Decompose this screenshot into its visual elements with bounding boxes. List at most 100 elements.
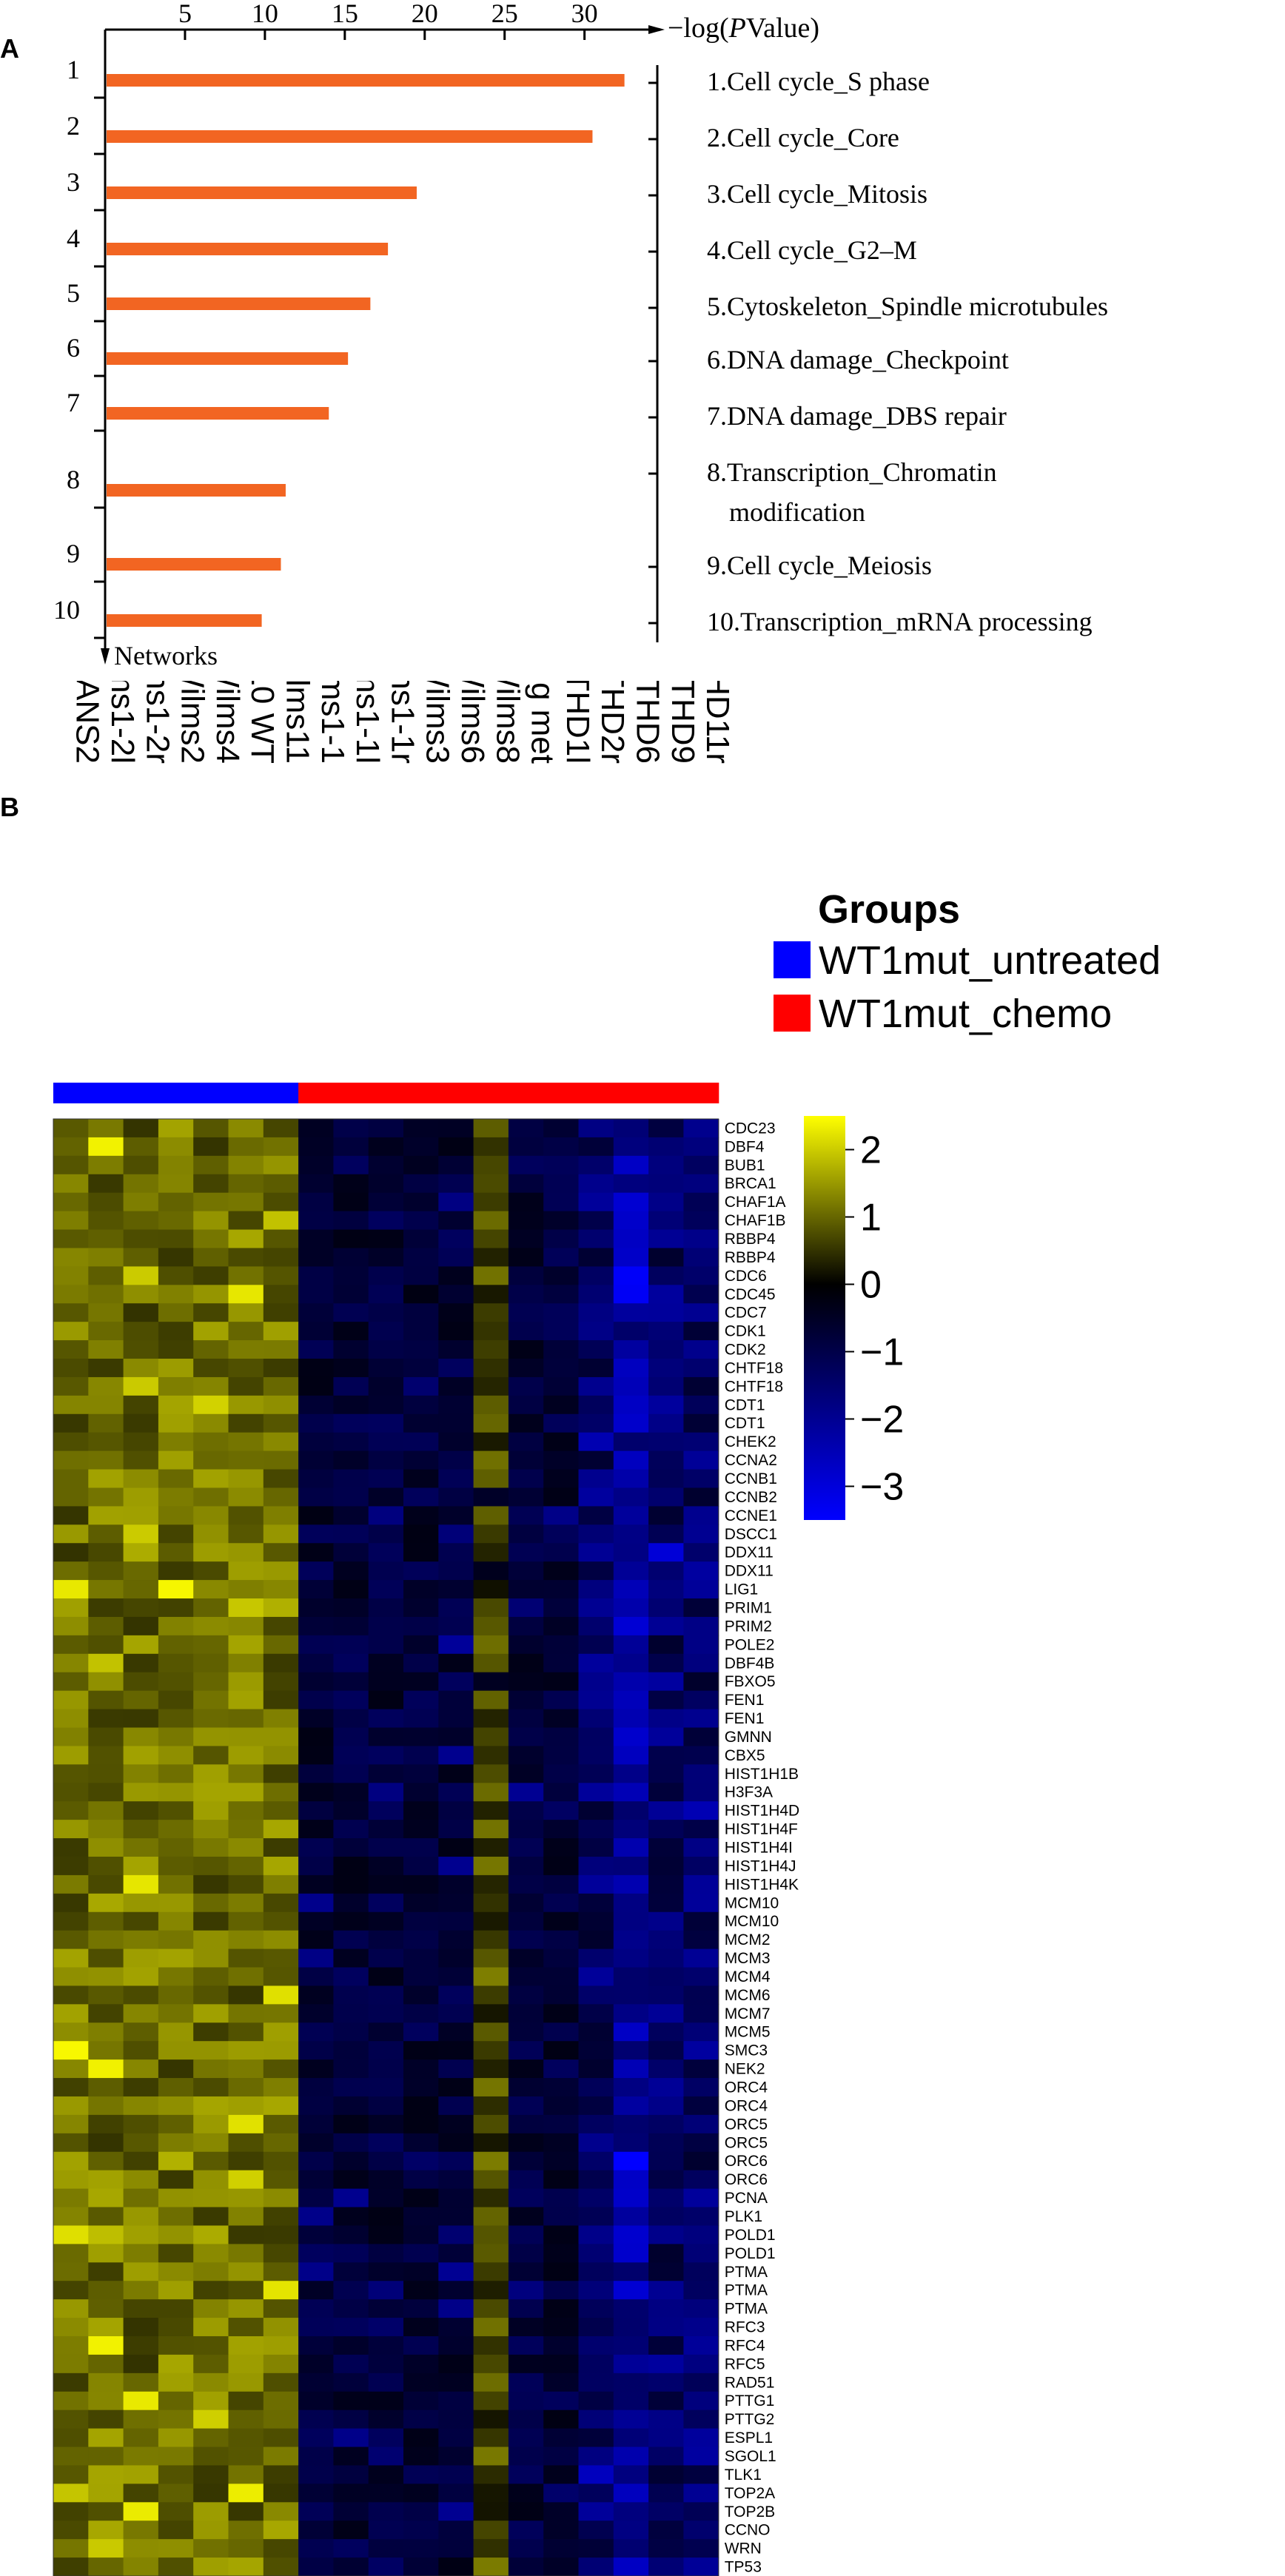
heatmap-cell: [263, 1672, 299, 1692]
heatmap-cell: [648, 2022, 684, 2042]
heatmap-cell: [158, 1322, 194, 1341]
heatmap-cell: [158, 1192, 194, 1212]
heatmap-cell: [648, 2004, 684, 2023]
heatmap-cell: [473, 2078, 509, 2097]
heatmap-cell: [158, 2539, 194, 2558]
heatmap-cell: [368, 1155, 404, 1175]
heatmap-cell: [683, 2335, 719, 2355]
heatmap-cell: [578, 1487, 614, 1507]
heatmap-cell: [648, 1764, 684, 1783]
heatmap-cell: [543, 2428, 580, 2448]
heatmap-cell: [438, 1930, 474, 1950]
heatmap-cell: [368, 1635, 404, 1655]
heatmap-cell: [88, 2096, 124, 2116]
heatmap-cell: [368, 1211, 404, 1231]
heatmap-cell: [368, 2483, 404, 2503]
heatmap-cell: [683, 1137, 719, 1157]
heatmap-cell: [193, 1450, 229, 1470]
heatmap-cell: [648, 1469, 684, 1489]
heatmap-cell: [648, 1506, 684, 1525]
heatmap-cell: [158, 2022, 194, 2042]
heatmap-cell: [123, 2354, 159, 2374]
heatmap-cell: [158, 1285, 194, 1304]
heatmap-cell: [298, 1543, 334, 1562]
heatmap-cell: [648, 1874, 684, 1894]
heatmap-cell: [438, 2557, 474, 2576]
heatmap-cell: [333, 1930, 369, 1950]
sample-label: Wilms10 WT: [244, 681, 281, 764]
heatmap-cell: [613, 2114, 649, 2134]
heatmap-cell: [263, 1543, 299, 1562]
heatmap-cell: [263, 2318, 299, 2337]
heatmap-cell: [683, 2391, 719, 2411]
heatmap-cell: [368, 2391, 404, 2411]
heatmap-cell: [123, 1192, 159, 1212]
heatmap-cell: [298, 2244, 334, 2263]
heatmap-cell: [543, 2078, 580, 2097]
heatmap-cell: [228, 2502, 264, 2521]
heatmap-cell: [228, 2151, 264, 2171]
heatmap-cell: [403, 2354, 439, 2374]
heatmap-cell: [403, 1580, 439, 1599]
heatmap-cell: [88, 2409, 124, 2429]
heatmap-cell: [368, 2557, 404, 2576]
heatmap-cell: [438, 2170, 474, 2190]
heatmap-cell: [473, 1543, 509, 1562]
heatmap-cell: [578, 1911, 614, 1931]
heatmap-cell: [298, 2004, 334, 2023]
heatmap-cell: [158, 2299, 194, 2318]
gene-label: MCM4: [725, 1968, 771, 1985]
heatmap-cell: [403, 1967, 439, 1987]
heatmap-cell: [403, 1376, 439, 1396]
heatmap-cell: [263, 1746, 299, 1765]
heatmap-cell: [263, 1838, 299, 1857]
heatmap-cell: [508, 1893, 544, 1913]
heatmap-cell: [648, 1985, 684, 2005]
heatmap-cell: [403, 1727, 439, 1747]
sample-label: Wilms2: [175, 681, 211, 764]
heatmap-cell: [263, 2335, 299, 2355]
heatmap-cell: [193, 1746, 229, 1765]
heatmap-cell: [403, 2465, 439, 2484]
heatmap-cell: [228, 1893, 264, 1913]
heatmap-cell: [578, 1340, 614, 1359]
heatmap-cell: [263, 1432, 299, 1452]
color-scale-label: −1: [860, 1331, 904, 1374]
heatmap-cell: [368, 1948, 404, 1968]
heatmap-cell: [193, 2004, 229, 2023]
heatmap-cell: [193, 2151, 229, 2171]
heatmap-cell: [578, 2004, 614, 2023]
heatmap-cell: [263, 1450, 299, 1470]
group-bar-cell: [613, 1083, 649, 1103]
heatmap-cell: [88, 2520, 124, 2540]
heatmap-cell: [263, 1229, 299, 1249]
heatmap-cell: [648, 1561, 684, 1581]
heatmap-cell: [648, 2059, 684, 2079]
heatmap-cell: [53, 1155, 89, 1175]
heatmap-cell: [158, 2409, 194, 2429]
heatmap-cell: [263, 2391, 299, 2411]
heatmap-cell: [648, 2299, 684, 2318]
heatmap-cell: [263, 1874, 299, 1894]
heatmap-cell: [543, 1967, 580, 1987]
heatmap-cell: [88, 1856, 124, 1876]
heatmap-cell: [123, 2281, 159, 2300]
heatmap-cell: [368, 2207, 404, 2227]
heatmap-cell: [158, 2004, 194, 2023]
heatmap-cell: [88, 1801, 124, 1820]
heatmap-cell: [438, 1413, 474, 1433]
heatmap-cell: [648, 1229, 684, 1249]
heatmap-cell: [158, 1174, 194, 1194]
heatmap-cell: [543, 1543, 580, 1562]
heatmap-cell: [613, 2022, 649, 2042]
heatmap-cell: [543, 1580, 580, 1599]
heatmap-cell: [683, 1506, 719, 1525]
heatmap-cell: [438, 2502, 474, 2521]
heatmap-cell: [438, 2354, 474, 2374]
heatmap-cell: [683, 2409, 719, 2429]
heatmap-cell: [613, 1561, 649, 1581]
heatmap-cell: [333, 1653, 369, 1673]
heatmap-cell: [613, 1322, 649, 1341]
heatmap-cell: [193, 1524, 229, 1544]
heatmap-cell: [333, 2391, 369, 2411]
